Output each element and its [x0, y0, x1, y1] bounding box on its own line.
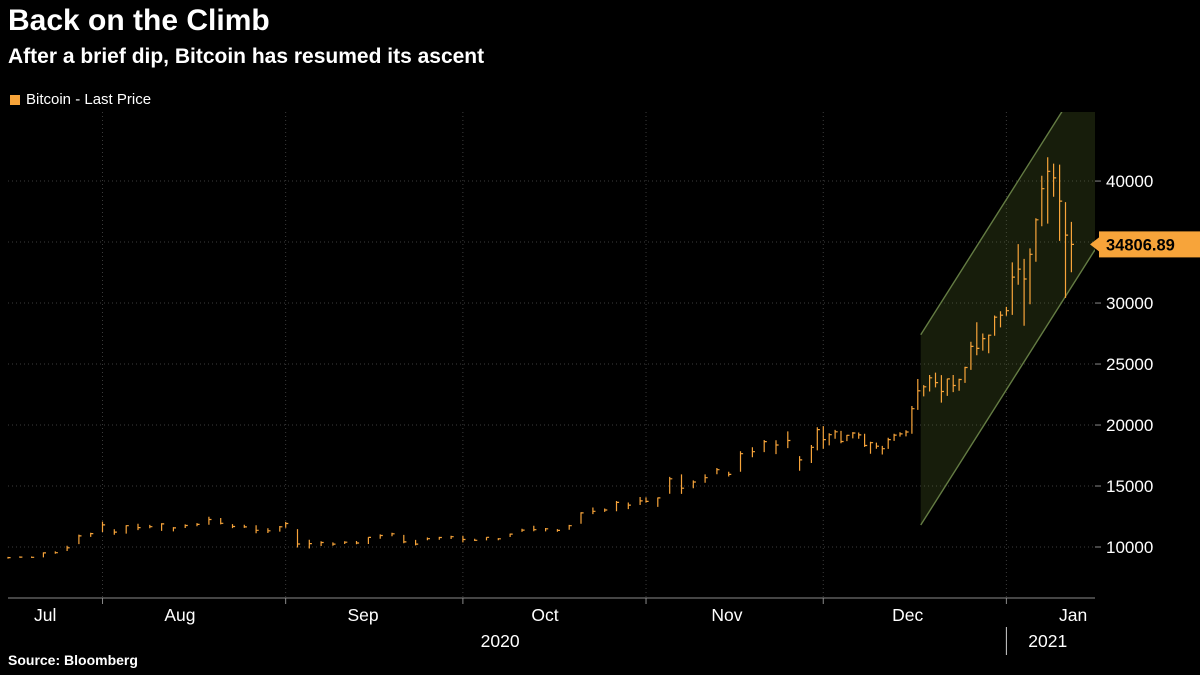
y-tick-label: 30000 [1106, 294, 1153, 313]
trend-channel [920, 112, 1095, 526]
x-year-label: 2020 [481, 631, 520, 651]
chart-subtitle: After a brief dip, Bitcoin has resumed i… [8, 45, 485, 68]
y-tick-label: 25000 [1106, 355, 1153, 374]
source-credit: Source: Bloomberg [8, 652, 138, 668]
x-month-label: Jul [34, 605, 56, 625]
grid [8, 112, 1095, 598]
x-month-label: Oct [531, 605, 558, 625]
legend: Bitcoin - Last Price [10, 91, 151, 108]
chart-title: Back on the Climb [8, 4, 270, 37]
last-price-badge: 34806.89 [1090, 231, 1200, 258]
last-price-value: 34806.89 [1106, 236, 1175, 254]
legend-label: Bitcoin - Last Price [26, 91, 152, 108]
y-axis-labels: 10000150002000025000300003500040000 [1106, 172, 1153, 557]
x-month-label: Nov [711, 605, 742, 625]
x-axis-labels: Jul Aug Sep Oct Nov Dec Jan 2020 2021 [34, 605, 1087, 655]
x-month-label: Jan [1059, 605, 1087, 625]
y-tick-label: 20000 [1106, 416, 1153, 435]
x-month-label: Dec [892, 605, 923, 625]
y-tick-label: 15000 [1106, 477, 1153, 496]
x-axis [8, 597, 1095, 604]
y-axis [1095, 180, 1101, 548]
x-month-label: Aug [164, 605, 195, 625]
x-year-label: 2021 [1028, 631, 1067, 651]
y-tick-label: 40000 [1106, 172, 1153, 191]
legend-swatch-icon [10, 94, 20, 105]
price-bars [7, 157, 1074, 559]
y-tick-label: 10000 [1106, 538, 1153, 557]
x-month-label: Sep [347, 605, 378, 625]
